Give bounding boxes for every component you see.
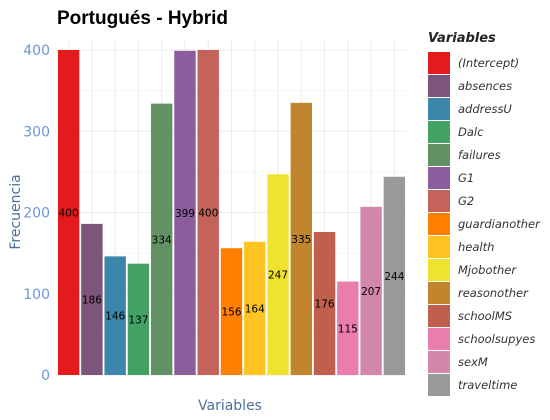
data-label: 176 — [315, 299, 335, 311]
legend-swatch — [428, 259, 450, 281]
legend-label: schoolsupyes — [458, 332, 535, 346]
legend-label: failures — [458, 148, 501, 162]
data-label: 146 — [105, 311, 125, 323]
legend-label: G2 — [458, 194, 474, 208]
y-axis-title: Frecuencia — [8, 174, 24, 249]
y-tick-label: 300 — [23, 124, 50, 140]
legend-swatch — [428, 213, 450, 235]
legend-swatch — [428, 282, 450, 304]
bar-g2 — [197, 50, 219, 375]
legend-label: health — [458, 240, 494, 254]
legend-label: sexM — [458, 355, 488, 369]
legend-swatch — [428, 98, 450, 120]
legend-label: (Intercept) — [458, 56, 519, 70]
bar-mjobother — [267, 174, 289, 375]
legend-label: G1 — [458, 171, 474, 185]
legend-label: Mjobother — [458, 263, 517, 277]
data-label: 156 — [221, 307, 241, 319]
bar-schoolsupyes — [337, 281, 359, 375]
y-axis-ticks: 0 100 200 300 400 — [23, 43, 50, 384]
data-label: 400 — [198, 208, 218, 220]
x-axis-title: Variables — [198, 398, 262, 414]
legend-swatch — [428, 52, 450, 74]
legend-label: Dalc — [458, 125, 484, 139]
bars — [57, 50, 406, 375]
y-tick-label: 100 — [23, 287, 50, 303]
bar-addressu — [104, 256, 126, 375]
bar-traveltime — [383, 176, 406, 375]
bar-dalc — [127, 263, 150, 375]
data-label: 334 — [152, 234, 172, 246]
legend-swatch — [428, 305, 450, 327]
legend-label: reasonother — [458, 286, 529, 300]
data-label: 400 — [59, 208, 79, 220]
legend-swatch — [428, 190, 450, 212]
legend-label: traveltime — [458, 378, 517, 392]
legend-swatch — [428, 328, 450, 350]
data-label: 247 — [268, 270, 288, 282]
legend-label: guardianother — [458, 217, 541, 231]
legend-swatch — [428, 374, 450, 396]
legend-label: addressU — [458, 102, 512, 116]
legend-label: schoolMS — [458, 309, 512, 323]
y-tick-label: 400 — [23, 43, 50, 59]
bar-reasonother — [290, 102, 313, 375]
legend-swatch — [428, 351, 450, 373]
legend-items: (Intercept) absences addressU Dalc failures G… — [428, 52, 541, 396]
y-tick-label: 0 — [41, 368, 50, 384]
legend-swatch — [428, 236, 450, 258]
data-label: 115 — [338, 323, 358, 335]
legend-swatch — [428, 121, 450, 143]
bar-absences — [81, 223, 103, 375]
data-label: 164 — [245, 303, 265, 315]
bar-g1 — [174, 50, 196, 375]
data-label: 186 — [82, 294, 102, 306]
data-label: 244 — [384, 271, 404, 283]
data-label: 335 — [291, 234, 311, 246]
bar-guardianother — [220, 248, 243, 375]
bar-failures — [150, 103, 173, 375]
legend-swatch — [428, 75, 450, 97]
data-label: 207 — [361, 286, 381, 298]
legend-title: Variables — [428, 31, 496, 46]
bar-intercept — [57, 50, 80, 375]
bar-sexm — [360, 206, 382, 375]
chart-title: Portugués - Hybrid — [57, 8, 228, 29]
legend-label: absences — [458, 79, 512, 93]
bar-health — [244, 241, 266, 375]
legend: Variables (Intercept) absences addressU Dal… — [428, 31, 541, 396]
y-tick-label: 200 — [23, 206, 50, 222]
data-label: 137 — [128, 314, 148, 326]
bar-schoolms — [313, 232, 336, 375]
legend-swatch — [428, 144, 450, 166]
legend-swatch — [428, 167, 450, 189]
data-label: 399 — [175, 208, 195, 220]
